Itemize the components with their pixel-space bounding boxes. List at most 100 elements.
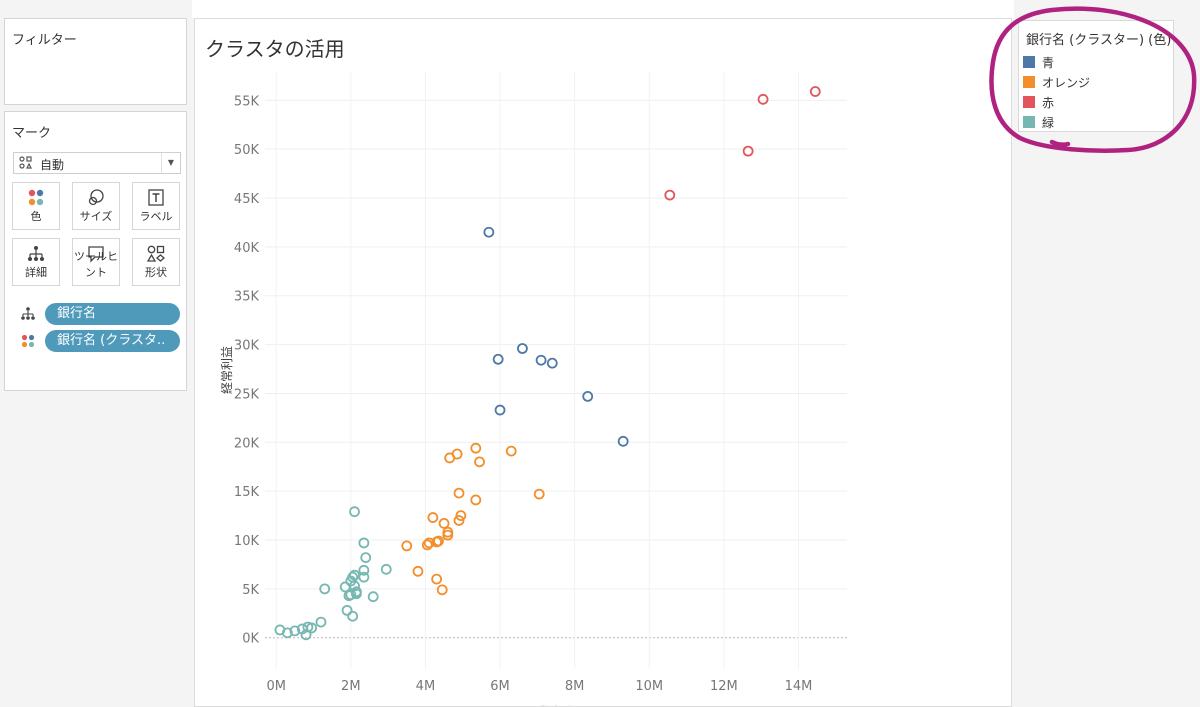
data-point: [757, 93, 769, 105]
data-point: [358, 537, 370, 549]
data-point: [470, 494, 482, 506]
size-button[interactable]: サイズ: [72, 182, 120, 230]
data-point: [494, 404, 506, 416]
y-tick-label: 5K: [242, 583, 259, 598]
shape-button[interactable]: 形状: [132, 238, 180, 286]
data-point: [433, 535, 444, 547]
color-legend: 銀行名 (クラスター) (色) 青 オレンジ 赤 緑: [1018, 20, 1174, 132]
data-point: [451, 448, 463, 460]
color-button-label: 色: [30, 210, 42, 223]
data-point: [492, 353, 504, 365]
legend-item-label: 緑: [1042, 116, 1055, 130]
x-tick-label: 10M: [635, 679, 663, 694]
tooltip-icon: [73, 245, 119, 263]
legend-item-label: 赤: [1042, 96, 1055, 110]
scatter-plot: 0K 5K 10K 15K 20K 25K 30K 35K 40K 45K 50K 55K 0M 2M 4M…: [220, 71, 847, 706]
data-point: [427, 512, 439, 523]
data-point: [358, 564, 370, 576]
size-icon: [73, 189, 119, 207]
data-point: [582, 390, 594, 402]
legend-swatch: [1023, 76, 1035, 88]
data-point: [412, 565, 424, 577]
data-point: [339, 581, 351, 593]
shape-button-label: 形状: [145, 266, 167, 279]
marks-card: マーク 自動 ▼ 色 サイズ ラベル: [4, 111, 187, 391]
chevron-down-icon: ▼: [161, 153, 180, 173]
marks-title: マーク: [12, 126, 52, 141]
cluster-color-pill[interactable]: 銀行名 (クラスタ..: [45, 330, 180, 352]
label-icon: [133, 189, 179, 207]
detail-icon: [20, 306, 36, 322]
x-tick-label: 14M: [785, 679, 813, 694]
y-tick-label: 50K: [234, 143, 260, 158]
chart-title: クラスタの活用: [205, 37, 345, 61]
chart-view: クラスタの活用 0K 5K 10K 15K 20K 25K 30K 35K 40K 45K 50K 5…: [194, 18, 1012, 707]
legend-swatch: [1023, 56, 1035, 68]
detail-button-label: 詳細: [25, 266, 47, 279]
filters-shelf[interactable]: フィルター: [4, 18, 187, 105]
y-tick-label: 40K: [234, 241, 260, 256]
data-point: [453, 487, 465, 499]
left-sidebar: フィルター マーク 自動 ▼ 色 サイズ ラベル: [0, 0, 192, 707]
y-axis-title: 経常利益: [220, 346, 234, 394]
x-tick-label: 6M: [490, 679, 510, 694]
x-tick-label: 8M: [565, 679, 585, 694]
x-tick-label: 0M: [266, 679, 286, 694]
data-point: [809, 86, 821, 97]
data-point: [380, 563, 392, 575]
shape-icon: [133, 245, 179, 263]
data-point: [341, 604, 353, 616]
data-point: [351, 588, 362, 600]
data-point: [474, 456, 485, 468]
data-point: [535, 354, 547, 366]
detail-button[interactable]: 詳細: [12, 238, 60, 286]
data-point: [345, 589, 357, 601]
data-point: [367, 591, 379, 603]
legend-swatch: [1023, 116, 1035, 128]
data-point: [281, 627, 293, 639]
x-axis-title: 貸出金: [536, 705, 575, 706]
data-point: [455, 510, 467, 521]
data-point: [442, 529, 454, 541]
data-point: [453, 515, 465, 526]
y-tick-label: 45K: [234, 192, 260, 207]
top-strip: [192, 0, 1014, 18]
mark-type-label: 自動: [40, 158, 65, 172]
data-point: [505, 445, 517, 457]
data-point: [300, 629, 312, 641]
data-point: [315, 616, 327, 628]
auto-mark-icon: [19, 156, 33, 173]
tooltip-button[interactable]: ツールヒント: [72, 238, 120, 286]
y-tick-label: 30K: [234, 339, 260, 354]
data-point: [306, 622, 318, 634]
data-point: [617, 435, 629, 447]
legend-title: 銀行名 (クラスター) (色): [1026, 33, 1172, 48]
data-point: [349, 506, 360, 518]
size-button-label: サイズ: [79, 210, 113, 223]
y-tick-label: 0K: [242, 632, 259, 647]
data-point: [401, 540, 413, 552]
label-button[interactable]: ラベル: [132, 182, 180, 230]
data-point: [742, 145, 754, 157]
y-tick-label: 35K: [234, 290, 260, 305]
color-button[interactable]: 色: [12, 182, 60, 230]
data-point: [358, 571, 370, 583]
y-tick-label: 20K: [234, 436, 260, 451]
mark-type-dropdown[interactable]: 自動 ▼: [13, 152, 181, 174]
x-tick-label: 4M: [416, 679, 436, 694]
data-point: [360, 552, 372, 564]
data-point: [289, 625, 301, 637]
data-point: [483, 226, 495, 238]
color-icon: [20, 333, 36, 349]
y-tick-label: 25K: [234, 387, 260, 402]
data-point: [421, 539, 433, 551]
data-point: [470, 442, 482, 454]
legend-item-label: 青: [1042, 56, 1055, 70]
y-tick-label: 10K: [234, 534, 260, 549]
data-point: [546, 357, 558, 369]
data-point: [438, 518, 450, 529]
y-tick-label: 15K: [234, 485, 260, 500]
data-point: [436, 584, 448, 596]
bank-name-pill[interactable]: 銀行名: [45, 303, 180, 325]
data-point: [517, 343, 528, 354]
